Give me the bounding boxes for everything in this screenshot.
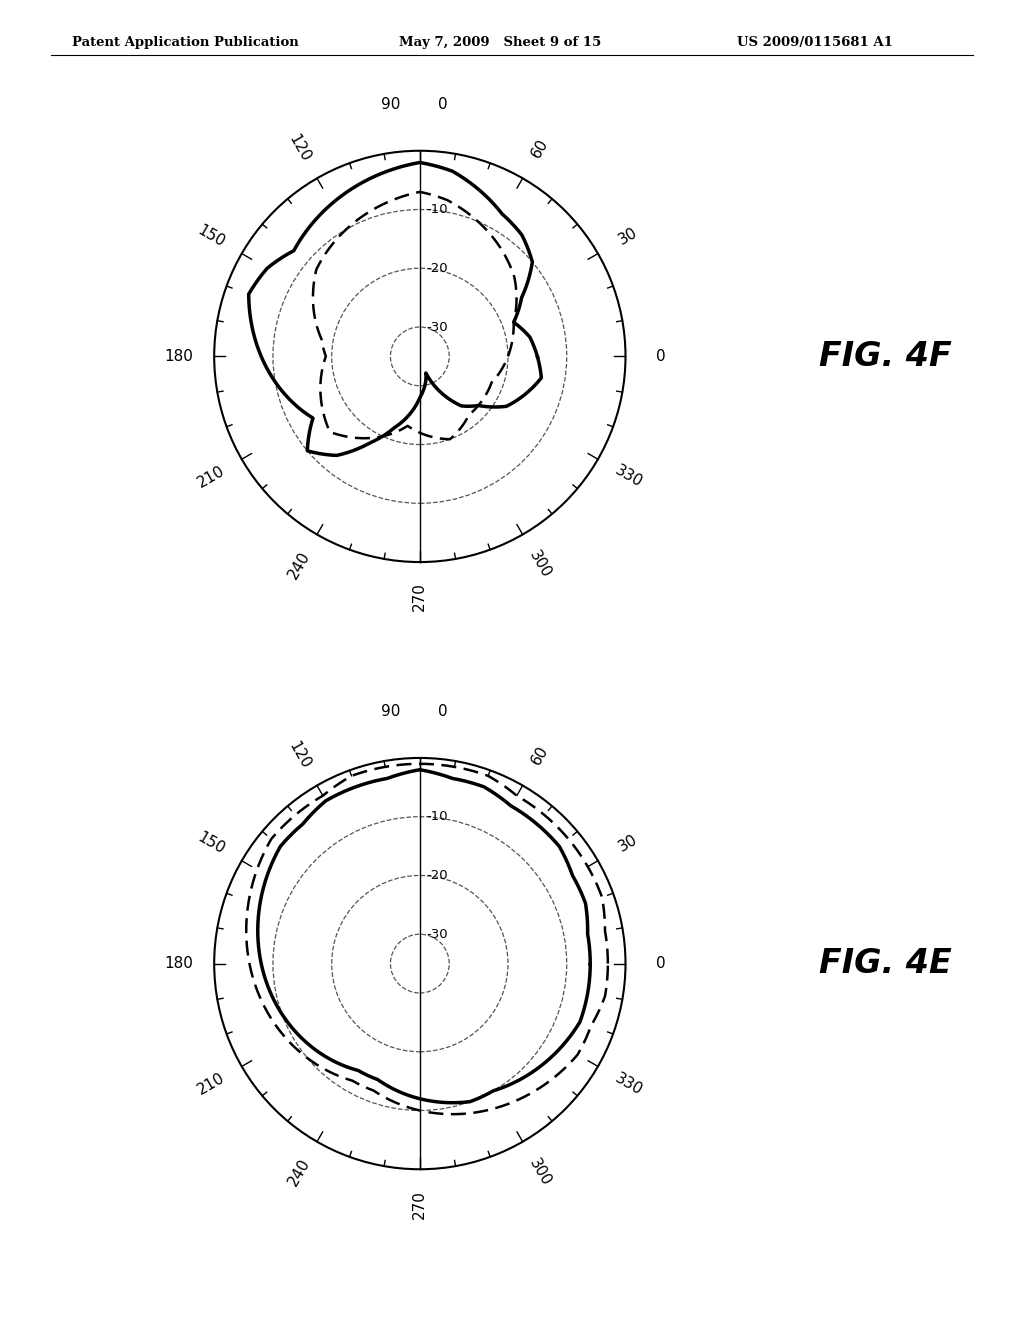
Text: -20: -20 [426, 869, 447, 882]
Text: 90: 90 [381, 704, 400, 719]
Text: 240: 240 [286, 1156, 313, 1188]
Text: 0: 0 [437, 704, 447, 719]
Text: 0: 0 [437, 96, 447, 112]
Text: -30: -30 [426, 928, 447, 941]
Text: 180: 180 [165, 348, 194, 364]
Text: 60: 60 [528, 743, 552, 767]
Text: 210: 210 [196, 463, 227, 491]
Text: 0: 0 [655, 956, 666, 972]
Text: 270: 270 [413, 582, 427, 611]
Text: FIG. 4E: FIG. 4E [819, 948, 952, 979]
Text: 240: 240 [286, 549, 313, 581]
Text: 330: 330 [612, 463, 644, 491]
Text: May 7, 2009   Sheet 9 of 15: May 7, 2009 Sheet 9 of 15 [399, 36, 602, 49]
Text: US 2009/0115681 A1: US 2009/0115681 A1 [737, 36, 893, 49]
Text: 300: 300 [526, 1156, 554, 1188]
Text: 150: 150 [196, 829, 227, 857]
Text: 330: 330 [612, 1071, 644, 1098]
Text: FIG. 4F: FIG. 4F [819, 339, 952, 372]
Text: 210: 210 [196, 1071, 227, 1098]
Text: 150: 150 [196, 222, 227, 249]
Text: -30: -30 [426, 321, 447, 334]
Text: -10: -10 [426, 810, 447, 824]
Text: -10: -10 [426, 203, 447, 216]
Text: -20: -20 [426, 261, 447, 275]
Text: 30: 30 [616, 224, 640, 247]
Text: 60: 60 [528, 136, 552, 160]
Text: 0: 0 [655, 348, 666, 364]
Text: 270: 270 [413, 1189, 427, 1218]
Text: 180: 180 [165, 956, 194, 972]
Text: 90: 90 [381, 96, 400, 112]
Text: 120: 120 [286, 132, 313, 164]
Text: 300: 300 [526, 549, 554, 581]
Text: 30: 30 [616, 832, 640, 854]
Text: Patent Application Publication: Patent Application Publication [72, 36, 298, 49]
Text: 120: 120 [286, 739, 313, 771]
